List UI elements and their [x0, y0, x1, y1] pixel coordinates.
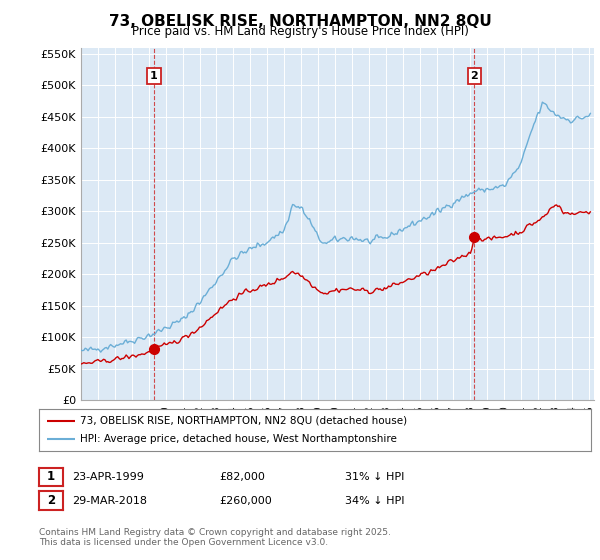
- Text: 29-MAR-2018: 29-MAR-2018: [72, 496, 147, 506]
- Text: 73, OBELISK RISE, NORTHAMPTON, NN2 8QU: 73, OBELISK RISE, NORTHAMPTON, NN2 8QU: [109, 14, 491, 29]
- Text: £260,000: £260,000: [219, 496, 272, 506]
- Text: 23-APR-1999: 23-APR-1999: [72, 472, 144, 482]
- Text: 1: 1: [47, 470, 55, 483]
- Text: 1: 1: [150, 71, 158, 81]
- Text: Price paid vs. HM Land Registry's House Price Index (HPI): Price paid vs. HM Land Registry's House …: [131, 25, 469, 38]
- Text: HPI: Average price, detached house, West Northamptonshire: HPI: Average price, detached house, West…: [80, 434, 397, 444]
- Text: 73, OBELISK RISE, NORTHAMPTON, NN2 8QU (detached house): 73, OBELISK RISE, NORTHAMPTON, NN2 8QU (…: [80, 416, 407, 426]
- Text: 2: 2: [470, 71, 478, 81]
- Text: Contains HM Land Registry data © Crown copyright and database right 2025.
This d: Contains HM Land Registry data © Crown c…: [39, 528, 391, 547]
- Text: 34% ↓ HPI: 34% ↓ HPI: [345, 496, 404, 506]
- Text: 2: 2: [47, 494, 55, 507]
- Text: 31% ↓ HPI: 31% ↓ HPI: [345, 472, 404, 482]
- Text: £82,000: £82,000: [219, 472, 265, 482]
